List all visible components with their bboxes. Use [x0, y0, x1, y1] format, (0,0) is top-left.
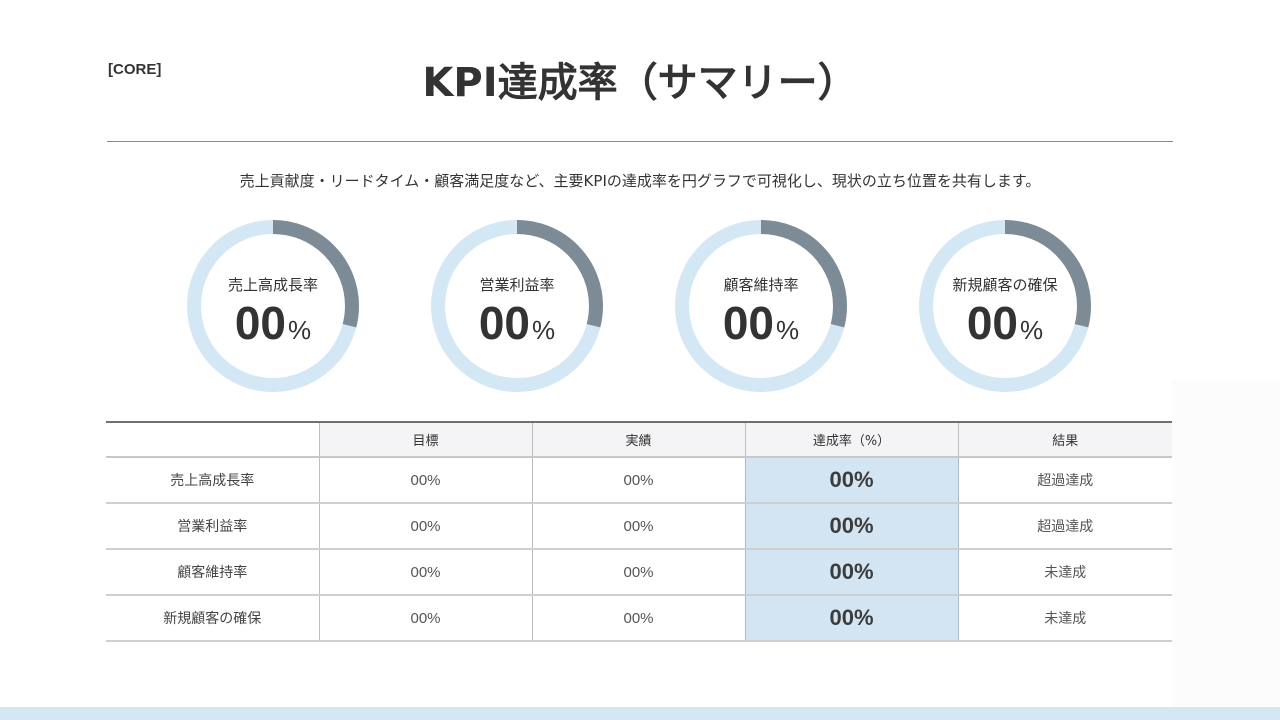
donut-label: 営業利益率: [479, 276, 555, 294]
cell-result: 超過達成: [957, 457, 1172, 504]
cell-actual: 00%: [531, 457, 745, 504]
donut-value: 00%: [429, 298, 605, 359]
table-row: 営業利益率 00% 00% 00% 超過達成: [106, 503, 1172, 550]
header-divider: [107, 141, 1173, 142]
footer-band: [0, 707, 1280, 720]
header-result: 結果: [957, 422, 1172, 458]
cell-rate: 00%: [744, 457, 959, 504]
donut-label: 顧客維持率: [723, 276, 799, 294]
row-name: 売上高成長率: [106, 457, 319, 504]
cell-rate: 00%: [744, 549, 959, 596]
cell-target: 00%: [318, 549, 532, 596]
row-name: 顧客維持率: [106, 549, 319, 596]
donut-value-unit: %: [776, 315, 800, 345]
header-actual: 実績: [531, 422, 745, 458]
donut-chart: 新規顧客の確保 00%: [917, 218, 1093, 394]
donut-label: 新規顧客の確保: [952, 276, 1058, 294]
table-row: 顧客維持率 00% 00% 00% 未達成: [106, 549, 1172, 596]
donut-chart: 売上高成長率 00%: [185, 218, 361, 394]
page-title: KPI達成率（サマリー）: [422, 60, 858, 106]
table-header-row: 目標 実績 達成率（%） 結果: [106, 422, 1172, 458]
row-name: 営業利益率: [106, 503, 319, 550]
donut-value: 00%: [673, 298, 849, 359]
cell-result: 未達成: [957, 549, 1172, 596]
header-blank: [106, 422, 319, 458]
donut-value: 00%: [917, 298, 1093, 359]
donut-value-number: 00: [966, 297, 1019, 349]
donut-ring-icon: [187, 220, 359, 392]
donut-chart: 顧客維持率 00%: [673, 218, 849, 394]
cell-target: 00%: [318, 595, 532, 642]
section-tag: [CORE]: [108, 61, 162, 78]
background-panel: [1172, 380, 1280, 707]
donut-value-number: 00: [234, 297, 287, 349]
donut-ring-icon: [431, 220, 603, 392]
cell-actual: 00%: [531, 595, 745, 642]
donut-value: 00%: [185, 298, 361, 359]
donut-ring-icon: [919, 220, 1091, 392]
donut-chart: 営業利益率 00%: [429, 218, 605, 394]
cell-target: 00%: [318, 503, 532, 550]
page-subtitle: 売上貢献度・リードタイム・顧客満足度など、主要KPIの達成率を円グラフで可視化し…: [239, 172, 1041, 190]
donut-value-unit: %: [532, 315, 556, 345]
donut-value-unit: %: [288, 315, 312, 345]
cell-target: 00%: [318, 457, 532, 504]
donut-ring-icon: [675, 220, 847, 392]
kpi-table: 目標 実績 達成率（%） 結果 売上高成長率 00% 00% 00% 超過達成 …: [106, 421, 1172, 642]
cell-rate: 00%: [744, 503, 959, 550]
table-row: 新規顧客の確保 00% 00% 00% 未達成: [106, 595, 1172, 642]
row-name: 新規顧客の確保: [106, 595, 319, 642]
cell-result: 未達成: [957, 595, 1172, 642]
table-row: 売上高成長率 00% 00% 00% 超過達成: [106, 457, 1172, 504]
cell-rate: 00%: [744, 595, 959, 642]
donut-label: 売上高成長率: [227, 276, 318, 294]
cell-actual: 00%: [531, 549, 745, 596]
header-rate: 達成率（%）: [744, 422, 958, 458]
donut-value-number: 00: [722, 297, 775, 349]
donut-value-number: 00: [478, 297, 531, 349]
donut-value-unit: %: [1020, 315, 1044, 345]
cell-result: 超過達成: [957, 503, 1172, 550]
header-target: 目標: [318, 422, 532, 458]
cell-actual: 00%: [531, 503, 745, 550]
